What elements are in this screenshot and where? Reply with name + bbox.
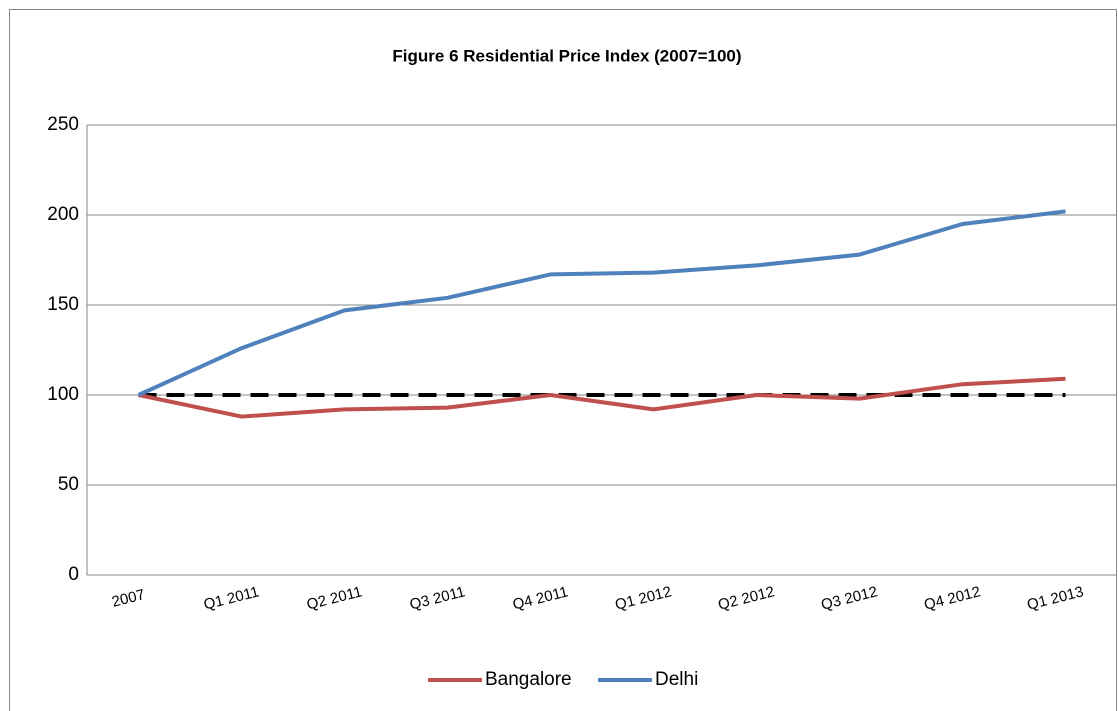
- y-tick-label: 0: [68, 564, 79, 585]
- y-tick-label: 250: [47, 114, 79, 135]
- legend-label: Bangalore: [485, 669, 572, 690]
- y-tick-label: 50: [58, 474, 79, 495]
- y-tick-label: 100: [47, 384, 79, 405]
- legend-label: Delhi: [655, 669, 698, 690]
- chart-frame: [9, 9, 1117, 711]
- data-line: [138, 376, 1066, 419]
- data-line: [137, 209, 1066, 397]
- chart-title: Figure 6 Residential Price Index (2007=1…: [392, 46, 741, 65]
- y-tick-label: 200: [47, 204, 79, 225]
- y-tick-label: 150: [47, 294, 79, 315]
